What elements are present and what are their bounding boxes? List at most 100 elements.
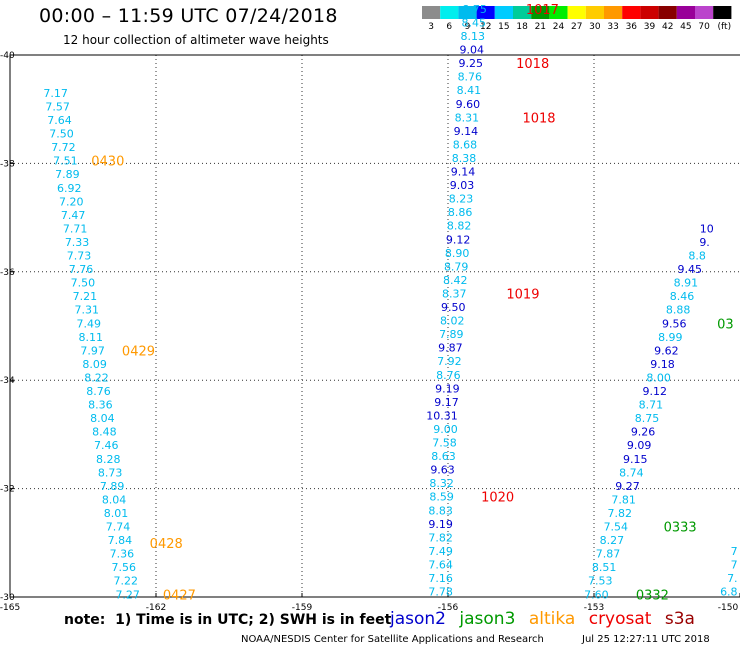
satellite-jason3: jason3 <box>459 609 516 629</box>
swh-value: 7.89 <box>55 168 80 181</box>
legend-swatch <box>422 6 441 19</box>
swh-value: 7.33 <box>65 236 90 249</box>
swh-value: 8.04 <box>102 493 127 506</box>
legend-swatch <box>549 6 568 19</box>
swh-value: 7.76 <box>69 263 94 276</box>
swh-value: 8.22 <box>84 371 109 384</box>
swh-value: 7 <box>731 558 738 571</box>
legend-label: 33 <box>607 22 618 32</box>
swh-value: 7.82 <box>428 531 453 544</box>
swh-value: 8.48 <box>92 426 117 439</box>
swh-value: 8.74 <box>619 466 644 479</box>
swh-value: 8.11 <box>78 331 103 344</box>
swh-value: 7. <box>727 572 738 585</box>
legend-swatch <box>713 6 732 19</box>
legend-swatch <box>440 6 459 19</box>
swh-value: 8.71 <box>639 399 664 412</box>
legend-swatch <box>513 6 532 19</box>
legend-label: 12 <box>480 22 491 32</box>
swh-value: 9.62 <box>654 344 679 357</box>
swh-value: 7.31 <box>75 304 100 317</box>
y-tick-label: -30 <box>0 593 15 603</box>
satellite-legend: jason2 jason3 altika cryosat s3a <box>390 609 703 629</box>
legend-label: 42 <box>662 22 673 32</box>
legend-swatch <box>476 6 495 19</box>
swh-value: 7.84 <box>108 534 133 547</box>
legend-swatch <box>494 6 513 19</box>
satellite-cryosat: cryosat <box>588 609 652 629</box>
pass-time-label: 0428 <box>150 537 183 552</box>
legend-swatch <box>458 6 477 19</box>
swh-value: 7.78 <box>428 586 453 599</box>
swh-value: 8.38 <box>452 152 477 165</box>
swh-value: 8.04 <box>90 412 115 425</box>
swh-value: 8.01 <box>104 507 129 520</box>
legend-label: 15 <box>498 22 509 32</box>
swh-value: 7.50 <box>49 128 74 141</box>
legend-label: 9 <box>465 22 471 32</box>
swh-value: 9.26 <box>631 426 656 439</box>
swh-value: 8.68 <box>453 138 478 151</box>
swh-value: 7.58 <box>432 437 457 450</box>
swh-value: 9.19 <box>428 518 453 531</box>
swh-value: 7.36 <box>110 548 135 561</box>
swh-value: 7.21 <box>73 290 98 303</box>
swh-value: 7 <box>731 545 738 558</box>
pass-time-label: 0333 <box>664 521 697 536</box>
swh-value: 8.42 <box>443 274 468 287</box>
swh-value: 7.60 <box>584 588 609 601</box>
swh-value: 8.27 <box>600 534 625 547</box>
swh-value: 7.92 <box>437 355 462 368</box>
swh-value: 8.31 <box>455 111 480 124</box>
legend-swatch <box>567 6 586 19</box>
swh-value: 8.8 <box>688 250 706 263</box>
pass-time-label: 1019 <box>506 287 539 302</box>
swh-value: 7.87 <box>596 548 621 561</box>
swh-value: 7.51 <box>53 155 78 168</box>
satellite-jason2: jason2 <box>390 609 446 629</box>
swh-value: 9.50 <box>441 301 466 314</box>
x-tick-label: -162 <box>146 603 166 613</box>
pass-time-label: 0430 <box>91 155 124 170</box>
swh-value: 8.59 <box>429 491 454 504</box>
legend-swatch <box>585 6 604 19</box>
swh-value: 8.51 <box>592 561 617 574</box>
legend-label: 36 <box>626 22 638 32</box>
chart-subtitle: 12 hour collection of altimeter wave hei… <box>63 33 329 47</box>
legend-label: 27 <box>571 22 582 32</box>
swh-value: 8.99 <box>658 331 683 344</box>
swh-value: 7.17 <box>43 87 68 100</box>
legend-label: 39 <box>644 22 656 32</box>
credit-footer: NOAA/NESDIS Center for Satellite Applica… <box>241 634 544 645</box>
x-tick-label: -150 <box>718 603 739 613</box>
swh-value: 9.14 <box>451 166 476 179</box>
swh-value: 9.18 <box>650 358 675 371</box>
swh-value: 7.50 <box>71 277 96 290</box>
units-note: note: 1) Time is in UTC; 2) SWH is in fe… <box>64 612 392 628</box>
swh-value: 8.76 <box>436 369 461 382</box>
swh-value: 8.75 <box>635 412 660 425</box>
y-tick-label: -38 <box>0 159 15 169</box>
swh-value: 8.83 <box>428 504 453 517</box>
swh-value: 7.97 <box>80 344 105 357</box>
legend-label: 45 <box>680 22 691 32</box>
swh-value: 8.76 <box>86 385 111 398</box>
swh-value: 8.86 <box>448 206 473 219</box>
swh-value: 7.20 <box>59 195 84 208</box>
swh-value: 7.64 <box>428 558 453 571</box>
swh-value: 9.17 <box>434 396 459 409</box>
x-tick-label: -153 <box>584 603 604 613</box>
swh-value: 7.89 <box>100 480 125 493</box>
swh-value: 7.49 <box>428 545 453 558</box>
chart-title: 00:00 – 11:59 UTC 07/24/2018 <box>39 5 338 27</box>
swh-value: 9.60 <box>456 98 481 111</box>
legend-label: 3 <box>428 22 434 32</box>
swh-value: 8.00 <box>646 371 671 384</box>
swh-value: 8.79 <box>444 260 469 273</box>
swh-value: 7.73 <box>67 250 92 263</box>
swh-value: 9.03 <box>450 179 475 192</box>
swh-value: 7.71 <box>63 222 88 235</box>
swh-value: 7.64 <box>47 114 72 127</box>
legend-swatch <box>640 6 659 19</box>
swh-value: 8.41 <box>457 84 482 97</box>
